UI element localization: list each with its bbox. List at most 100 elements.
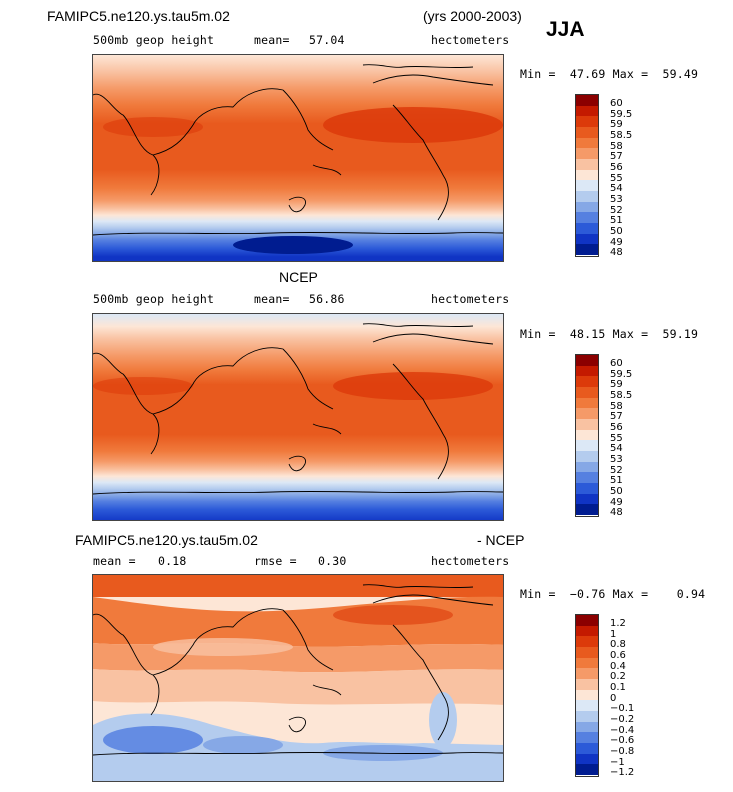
panel2-mean-label: mean= [254, 292, 290, 306]
colorbar-label: 59 [610, 119, 623, 131]
colorbar-label: 49 [610, 236, 623, 248]
colorbar-swatch [576, 376, 598, 387]
colorbar-swatch [576, 700, 598, 711]
colorbar-swatch [576, 742, 598, 754]
panel3-rmse-value: 0.30 [318, 554, 347, 568]
panel1-field: 500mb geop height [93, 33, 215, 47]
colorbar-swatch [576, 440, 598, 451]
panel3-minmax: Min = −0.76 Max = 0.94 [520, 587, 706, 601]
colorbar-swatch [576, 244, 598, 255]
colorbar-swatch [576, 689, 598, 701]
colorbar-swatch [576, 657, 598, 669]
colorbar-label: −0.4 [610, 724, 635, 736]
colorbar-swatch [576, 397, 598, 409]
colorbar-swatch [576, 429, 598, 441]
colorbar-label: −1 [610, 756, 625, 768]
colorbar-label: 55 [610, 432, 623, 444]
colorbar-label: 58 [610, 400, 623, 412]
colorbar-swatch [576, 418, 598, 430]
colorbar-swatch [576, 169, 598, 181]
colorbar-swatch [576, 386, 598, 398]
panel3-rmse-label: rmse = [254, 554, 297, 568]
colorbar-label: 51 [610, 475, 623, 487]
colorbar-swatch [576, 116, 598, 127]
colorbar-label: 50 [610, 486, 623, 497]
panel2-colorbar [575, 354, 599, 517]
colorbar-swatch [576, 158, 598, 170]
colorbar-swatch [576, 732, 598, 743]
years-label: (yrs 2000-2003) [423, 8, 522, 24]
colorbar-label: 48 [610, 507, 623, 519]
case-title: FAMIPC5.ne120.ys.tau5m.02 [47, 8, 230, 24]
colorbar-swatch [576, 126, 598, 138]
colorbar-swatch [576, 461, 598, 473]
colorbar-label: 53 [610, 454, 623, 465]
colorbar-label: 56 [610, 162, 623, 173]
colorbar-swatch [576, 365, 598, 377]
colorbar-swatch [576, 504, 598, 515]
colorbar-label: 0.1 [610, 682, 626, 693]
colorbar-swatch [576, 201, 598, 213]
panel3-title-right: - NCEP [477, 532, 525, 548]
colorbar-label: 58.5 [610, 130, 633, 141]
colorbar-swatch [576, 233, 598, 245]
panel3-map [92, 574, 504, 782]
panel3-mean-value: 0.18 [158, 554, 187, 568]
colorbar-swatch [576, 355, 598, 366]
colorbar-swatch [576, 678, 598, 690]
colorbar-swatch [576, 222, 598, 234]
colorbar-label: 54 [610, 183, 623, 195]
colorbar-swatch [576, 636, 598, 647]
colorbar-swatch [576, 450, 598, 462]
colorbar-label: 48 [610, 247, 623, 259]
colorbar-swatch [576, 212, 598, 223]
panel1-mean-value: 57.04 [309, 33, 345, 47]
colorbar-swatch [576, 615, 598, 626]
colorbar-label: 57 [610, 411, 623, 423]
colorbar-label: 52 [610, 204, 623, 216]
colorbar-label: 59.5 [610, 108, 633, 120]
panel3-colorbar [575, 614, 599, 777]
panel2-field: 500mb geop height [93, 292, 215, 306]
panel1-map [92, 54, 504, 262]
colorbar-swatch [576, 625, 598, 637]
colorbar-swatch [576, 148, 598, 159]
colorbar-label: 50 [610, 226, 623, 237]
panel3-units: hectometers [431, 554, 510, 568]
colorbar-swatch [576, 482, 598, 494]
colorbar-label: 56 [610, 422, 623, 433]
panel1-mean-label: mean= [254, 33, 290, 47]
colorbar-label: −0.8 [610, 746, 635, 757]
panel2-title: NCEP [279, 269, 318, 285]
colorbar-label: 54 [610, 443, 623, 455]
colorbar-swatch [576, 721, 598, 733]
colorbar-swatch [576, 137, 598, 149]
panel3-mean-label: mean = [93, 554, 136, 568]
colorbar-label: 1.2 [610, 618, 626, 629]
colorbar-swatch [576, 472, 598, 483]
colorbar-swatch [576, 764, 598, 775]
colorbar-swatch [576, 668, 598, 679]
colorbar-label: 0.6 [610, 650, 626, 661]
colorbar-label: 58.5 [610, 390, 633, 401]
colorbar-label: −0.1 [610, 703, 635, 715]
colorbar-label: 55 [610, 172, 623, 184]
season-label: JJA [546, 18, 585, 41]
colorbar-label: 53 [610, 194, 623, 205]
colorbar-swatch [576, 493, 598, 505]
colorbar-swatch [576, 105, 598, 117]
panel3-title-left: FAMIPC5.ne120.ys.tau5m.02 [75, 532, 258, 548]
colorbar-label: 57 [610, 151, 623, 163]
colorbar-swatch [576, 408, 598, 419]
colorbar-label: 58 [610, 140, 623, 152]
colorbar-swatch [576, 753, 598, 765]
panel2-minmax: Min = 48.15 Max = 59.19 [520, 327, 699, 341]
colorbar-label: 60 [610, 98, 623, 109]
colorbar-swatch [576, 710, 598, 722]
colorbar-swatch [576, 180, 598, 191]
panel1-colorbar [575, 94, 599, 257]
colorbar-label: 0.8 [610, 639, 626, 651]
colorbar-swatch [576, 95, 598, 106]
panel2-map [92, 313, 504, 521]
colorbar-label: −0.6 [610, 735, 635, 747]
